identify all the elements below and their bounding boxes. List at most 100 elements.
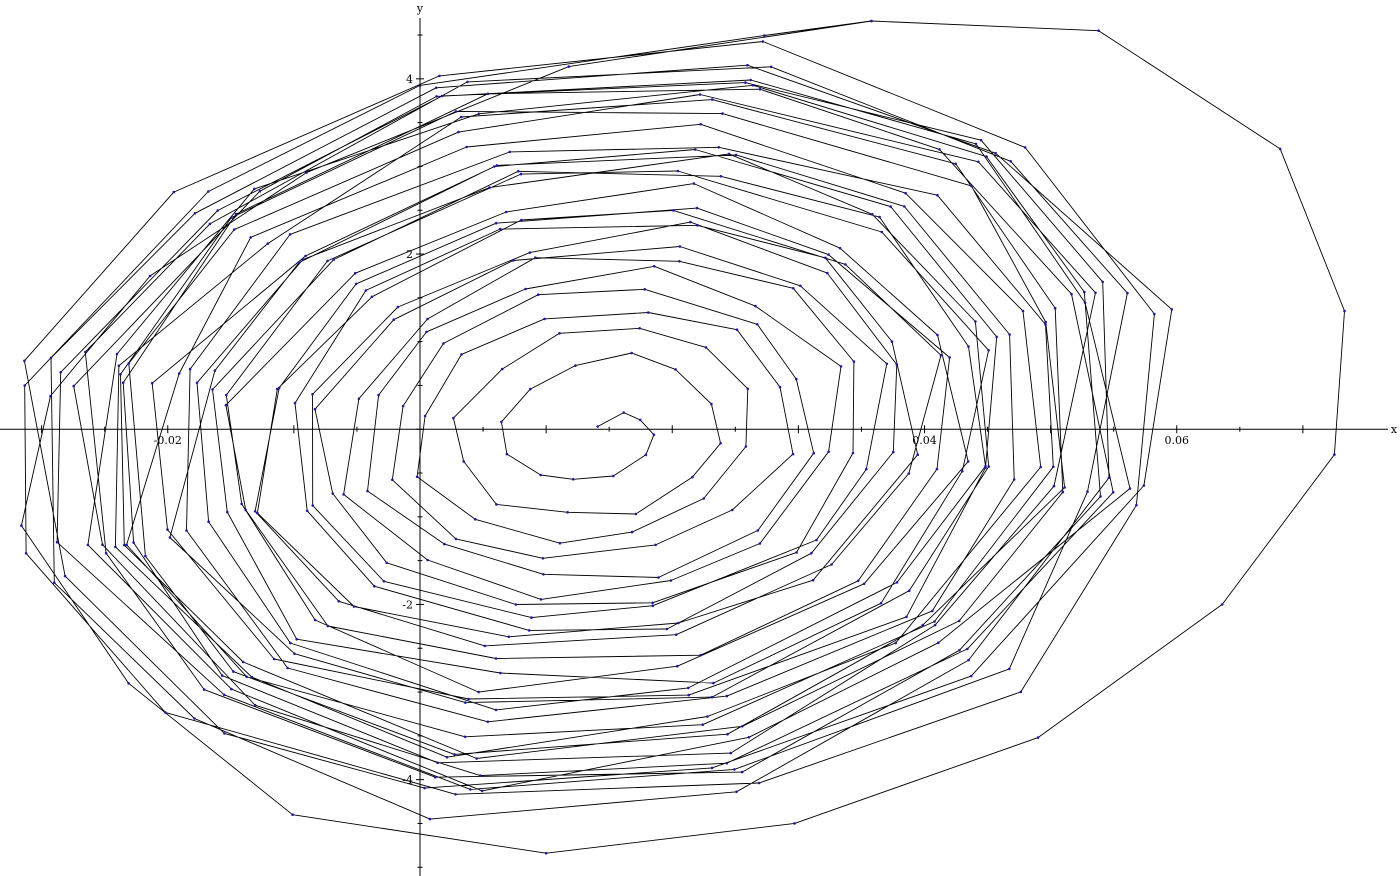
trajectory-point — [966, 647, 969, 651]
trajectory-point — [498, 227, 502, 231]
trajectory-point — [460, 353, 463, 356]
trajectory-point — [177, 372, 181, 375]
trajectory-point — [63, 574, 67, 578]
trajectory-point — [984, 466, 987, 470]
trajectory-point — [188, 367, 192, 371]
trajectory-point — [558, 541, 562, 545]
trajectory-point — [651, 601, 654, 605]
trajectory-point — [757, 781, 761, 785]
trajectory-point — [423, 786, 426, 790]
trajectory-point — [304, 254, 307, 258]
trajectory-point — [746, 63, 749, 67]
trajectory-point — [651, 604, 655, 607]
trajectory-point — [1061, 490, 1065, 494]
trajectory-point — [977, 160, 980, 164]
trajectory-point — [425, 330, 428, 334]
trajectory-point — [938, 148, 941, 151]
trajectory-point — [435, 95, 438, 98]
trajectory-point — [862, 582, 866, 586]
trajectory-point — [202, 688, 206, 691]
trajectory-point — [326, 259, 329, 263]
trajectory-point — [127, 682, 130, 685]
trajectory-point — [1052, 465, 1055, 469]
trajectory-point — [465, 145, 468, 149]
trajectory-point — [20, 524, 23, 527]
trajectory-point — [657, 576, 660, 579]
trajectory-point — [935, 467, 939, 471]
trajectory-point — [954, 162, 957, 166]
trajectory-point — [995, 335, 998, 339]
trajectory-point — [654, 543, 657, 547]
trajectory-point — [931, 609, 934, 613]
trajectory-point — [59, 371, 62, 374]
trajectory-point — [838, 246, 842, 250]
trajectory-point — [232, 228, 236, 231]
trajectory-point — [500, 420, 503, 424]
trajectory-point — [164, 711, 167, 714]
trajectory-point — [744, 81, 747, 84]
trajectory-point — [735, 790, 738, 794]
trajectory-point — [466, 80, 469, 84]
trajectory-point — [462, 460, 466, 463]
trajectory-point — [230, 687, 233, 691]
trajectory-point — [795, 377, 798, 381]
trajectory-point — [426, 317, 429, 321]
trajectory-point — [936, 193, 939, 197]
trajectory-point — [536, 293, 540, 297]
trajectory-point — [168, 536, 172, 539]
trajectory-point — [459, 115, 463, 119]
trajectory-point — [987, 465, 990, 468]
y-tick-label: -4 — [402, 774, 413, 787]
trajectory-point — [125, 543, 128, 547]
trajectory-point — [892, 450, 895, 454]
trajectory-point — [494, 708, 498, 712]
trajectory-point — [539, 598, 543, 601]
trajectory-point — [396, 305, 400, 309]
trajectory-point — [717, 146, 721, 149]
trajectory-point — [1220, 603, 1224, 606]
trajectory-point — [638, 418, 642, 422]
trajectory-point — [326, 624, 330, 628]
trajectory-point — [638, 327, 641, 330]
trajectory-point — [232, 670, 235, 673]
trajectory-point — [852, 360, 856, 363]
trajectory-point — [1083, 301, 1087, 305]
trajectory-point — [969, 674, 973, 678]
trajectory-point — [354, 271, 357, 275]
trajectory-point — [494, 221, 498, 225]
trajectory-point — [434, 86, 438, 90]
trajectory-point — [311, 393, 314, 396]
trajectory-point — [301, 258, 305, 261]
trajectory-point — [574, 364, 577, 367]
trajectory-point — [676, 664, 679, 668]
trajectory-point — [123, 543, 126, 547]
x-tick-label: -0.02 — [154, 434, 182, 447]
trajectory-point — [761, 40, 765, 43]
trajectory-point — [622, 411, 625, 414]
trajectory-point — [23, 384, 27, 387]
trajectory-point — [463, 735, 467, 739]
trajectory-point — [72, 384, 75, 388]
trajectory-point — [454, 110, 458, 113]
trajectory-point — [415, 475, 419, 479]
trajectory-point — [596, 425, 599, 428]
trajectory-point — [276, 387, 279, 391]
trajectory-point — [699, 653, 702, 657]
trajectory-point — [1083, 290, 1086, 294]
trajectory-point — [1036, 736, 1040, 739]
trajectory-point — [524, 287, 527, 291]
trajectory-point — [1099, 495, 1102, 498]
trajectory-point — [249, 236, 252, 239]
trajectory-point — [1009, 160, 1012, 163]
trajectory-point — [1053, 306, 1057, 310]
trajectory-point — [1019, 690, 1023, 694]
x-tick-label: 0.04 — [912, 434, 937, 447]
trajectory-point — [827, 253, 830, 256]
trajectory-point — [647, 311, 650, 314]
trajectory-point — [851, 451, 855, 455]
trajectory-point — [541, 557, 545, 560]
trajectory-point — [297, 261, 301, 264]
trajectory-point — [1012, 478, 1016, 481]
